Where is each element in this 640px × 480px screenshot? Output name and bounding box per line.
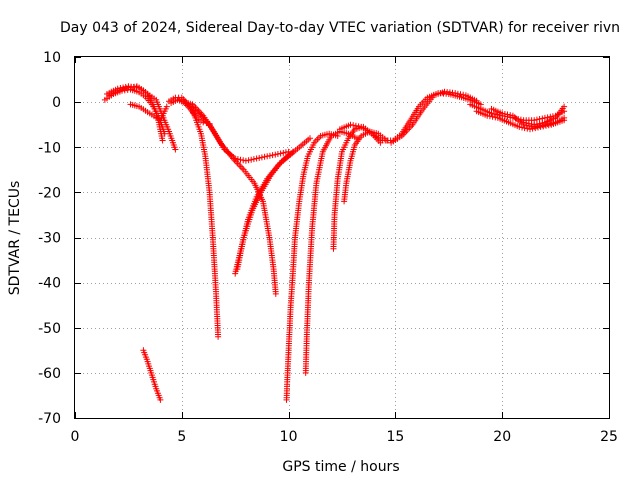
x-axis-title: GPS time / hours xyxy=(282,459,399,475)
series-track-11 xyxy=(234,148,296,273)
data-point xyxy=(289,148,296,155)
x-tick-label: 10 xyxy=(280,429,298,445)
data-point xyxy=(234,156,241,163)
series-track-20 xyxy=(488,105,568,130)
y-tick-label: -50 xyxy=(38,321,61,337)
data-point xyxy=(549,120,556,126)
data-point xyxy=(520,119,527,126)
data-point xyxy=(114,85,121,92)
y-tick-label: 10 xyxy=(43,50,61,66)
data-point xyxy=(172,146,179,153)
data-point xyxy=(163,103,170,110)
data-point xyxy=(232,155,239,162)
y-tick-label: -30 xyxy=(38,231,61,247)
y-tick-label: -70 xyxy=(38,411,61,427)
data-point xyxy=(531,121,538,128)
data-point xyxy=(539,120,546,126)
data-point xyxy=(528,121,535,128)
series-track-04 xyxy=(127,101,170,124)
series-track-21 xyxy=(520,103,568,128)
data-point xyxy=(452,90,459,97)
series-track-16 xyxy=(336,90,484,144)
x-tick-label: 25 xyxy=(600,429,618,445)
data-point xyxy=(523,120,530,126)
data-point xyxy=(272,151,279,158)
series-track-14 xyxy=(330,123,384,252)
data-point xyxy=(307,135,313,142)
series-track-05 xyxy=(140,347,164,403)
data-point xyxy=(352,122,359,129)
y-tick-label: -40 xyxy=(38,276,61,292)
data-point xyxy=(266,152,273,159)
y-tick-label: -10 xyxy=(38,140,61,156)
data-point xyxy=(486,113,493,120)
x-tick-label: 0 xyxy=(71,429,80,445)
data-point xyxy=(258,154,265,161)
data-point xyxy=(561,103,568,110)
data-point xyxy=(280,149,287,156)
x-tick-label: 5 xyxy=(177,429,186,445)
data-point xyxy=(516,123,523,130)
y-tick-label: 0 xyxy=(52,95,61,111)
series-track-15 xyxy=(341,128,390,205)
plot-frame xyxy=(74,56,610,419)
data-point xyxy=(264,153,271,160)
series-track-17 xyxy=(388,88,480,146)
data-point xyxy=(242,157,249,164)
data-point xyxy=(277,150,284,157)
data-point xyxy=(473,97,480,104)
series-track-08 xyxy=(176,96,279,297)
series-track-13 xyxy=(302,128,360,376)
data-point xyxy=(272,290,279,297)
data-point xyxy=(347,121,354,128)
data-point xyxy=(507,112,514,119)
data-point xyxy=(504,111,511,118)
data-point xyxy=(547,120,554,127)
data-point xyxy=(248,156,255,163)
x-tick-label: 15 xyxy=(386,429,404,445)
data-point xyxy=(120,84,127,91)
y-tick-label: -60 xyxy=(38,366,61,382)
data-point xyxy=(460,91,467,98)
data-point xyxy=(159,137,166,144)
tick-labels: 0 5 10 15 20 25 10 0 -10 -20 -30 -40 -50 -60 -70 xyxy=(38,50,618,445)
data-point xyxy=(561,114,568,121)
data-point xyxy=(499,110,506,117)
data-point xyxy=(457,91,464,98)
data-point xyxy=(250,156,257,163)
series-track-09 xyxy=(178,98,292,164)
data-point xyxy=(157,396,164,403)
data-point xyxy=(122,83,129,90)
data-point xyxy=(536,120,543,127)
y-axis-title: SDTVAR / TECUs xyxy=(7,181,23,296)
data-marks xyxy=(101,83,568,403)
series-track-12 xyxy=(283,130,341,403)
gridlines xyxy=(75,57,609,418)
series-track-19 xyxy=(473,108,568,133)
x-tick-label: 20 xyxy=(493,429,511,445)
data-point xyxy=(489,113,496,120)
data-point xyxy=(240,157,247,164)
data-point xyxy=(256,155,263,161)
chart-title: Day 043 of 2024, Sidereal Day-to-day VTE… xyxy=(60,20,620,36)
y-tick-label: -20 xyxy=(38,185,61,201)
data-point xyxy=(215,333,222,340)
data-point xyxy=(547,113,554,120)
